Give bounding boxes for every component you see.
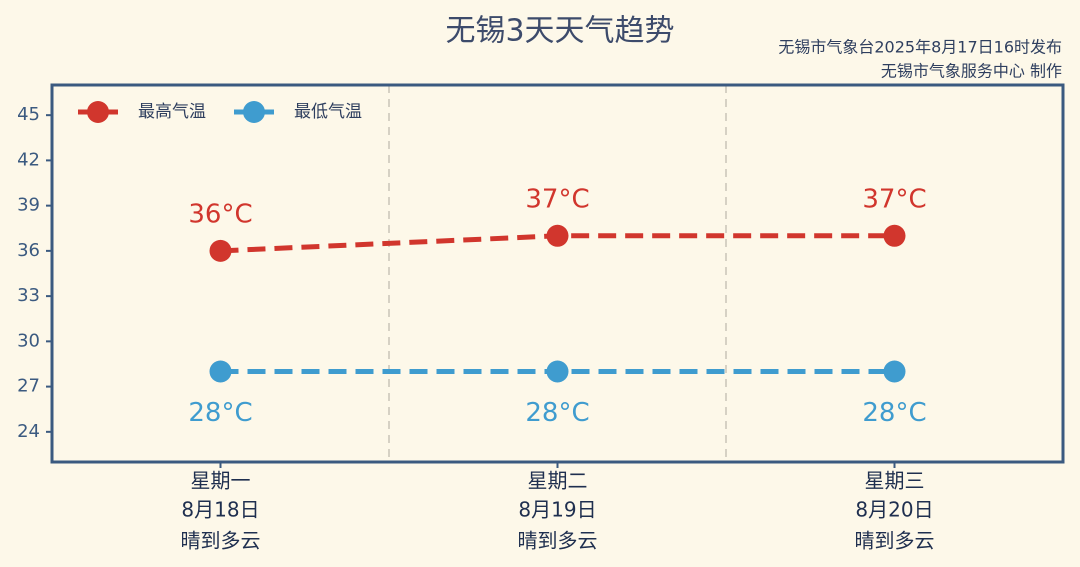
legend-marker	[87, 101, 109, 123]
x-tick-label: 星期二	[528, 469, 588, 493]
y-tick-label: 39	[17, 195, 40, 216]
chart-title: 无锡3天天气趋势	[445, 14, 674, 49]
point	[883, 224, 906, 247]
value-label: 37°C	[525, 184, 589, 214]
point	[546, 224, 569, 247]
legend-label: 最高气温	[138, 102, 206, 122]
legend-marker	[243, 101, 265, 123]
point	[209, 239, 232, 262]
y-tick-label: 30	[17, 330, 40, 351]
y-tick-label: 42	[17, 149, 40, 170]
x-tick-label: 星期三	[865, 469, 925, 493]
value-label: 36°C	[188, 199, 252, 229]
y-tick-label: 24	[17, 421, 40, 442]
legend-label: 最低气温	[294, 102, 362, 122]
x-weather-label: 晴到多云	[855, 529, 935, 553]
credit: 无锡市气象服务中心 制作	[881, 62, 1062, 81]
y-tick-label: 36	[17, 240, 40, 261]
credit: 无锡市气象台2025年8月17日16时发布	[778, 38, 1062, 57]
point	[209, 360, 232, 383]
y-tick-label: 33	[17, 285, 40, 306]
value-label: 28°C	[188, 398, 252, 428]
x-weather-label: 晴到多云	[518, 529, 598, 553]
point	[883, 360, 906, 383]
x-tick-label: 星期一	[191, 469, 251, 493]
x-date-label: 8月18日	[181, 498, 259, 522]
value-label: 28°C	[862, 398, 926, 428]
x-date-label: 8月19日	[518, 498, 596, 522]
x-date-label: 8月20日	[855, 498, 933, 522]
x-weather-label: 晴到多云	[181, 529, 261, 553]
y-tick-label: 27	[17, 376, 40, 397]
value-label: 28°C	[525, 398, 589, 428]
value-label: 37°C	[862, 184, 926, 214]
point	[546, 360, 569, 383]
y-tick-label: 45	[17, 104, 40, 125]
